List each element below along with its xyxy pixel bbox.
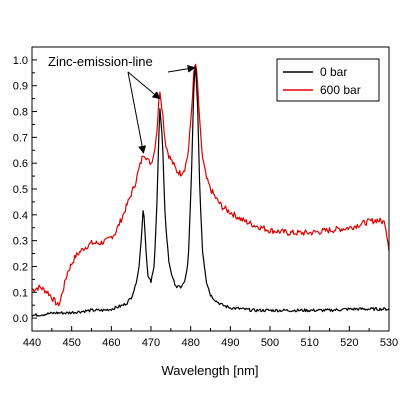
legend-label-0-bar: 0 bar bbox=[320, 65, 347, 79]
x-tick-label: 460 bbox=[102, 337, 120, 349]
y-tick-label: 0.8 bbox=[13, 107, 28, 119]
annotation-label: Zinc-emission-line bbox=[48, 54, 153, 69]
y-tick-label: 0.3 bbox=[13, 236, 28, 248]
y-tick-label: 1.0 bbox=[13, 55, 28, 67]
x-axis-title: Wavelength [nm] bbox=[161, 363, 258, 378]
legend: 0 bar 600 bar bbox=[276, 58, 380, 102]
y-tick-label: 0.9 bbox=[13, 81, 28, 93]
annotation-arrow bbox=[167, 64, 196, 73]
series-layer bbox=[31, 63, 390, 317]
y-tick-label: 0.6 bbox=[13, 158, 28, 170]
x-tick-label: 500 bbox=[261, 337, 279, 349]
legend-box bbox=[276, 58, 380, 102]
annotation-arrow bbox=[127, 71, 161, 100]
annotation-arrow bbox=[127, 71, 147, 154]
series-line-600-bar bbox=[31, 63, 390, 307]
annotation-layer: Zinc-emission-line bbox=[48, 54, 196, 154]
x-tick-label: 490 bbox=[221, 337, 239, 349]
x-tick-label: 480 bbox=[181, 337, 199, 349]
series-line-0-bar bbox=[31, 66, 390, 317]
y-tick-label: 0.5 bbox=[13, 184, 28, 196]
x-tick-label: 520 bbox=[340, 337, 358, 349]
x-tick-label: 470 bbox=[142, 337, 160, 349]
x-tick-label: 450 bbox=[62, 337, 80, 349]
x-tick-label: 510 bbox=[300, 337, 318, 349]
y-tick-label: 0.1 bbox=[13, 287, 28, 299]
y-tick-label: 0.4 bbox=[13, 210, 28, 222]
x-tick-label: 440 bbox=[23, 337, 41, 349]
legend-label-600-bar: 600 bar bbox=[320, 83, 361, 97]
y-tick-label: 0.2 bbox=[13, 261, 28, 273]
y-tick-label: 0.7 bbox=[13, 132, 28, 144]
ticks-layer: 440 450 460 470 480 490 500 510 520 530 0.0 0.1 0.2 0… bbox=[13, 55, 398, 349]
y-tick-label: 0.0 bbox=[13, 313, 28, 325]
x-tick-label: 530 bbox=[380, 337, 398, 349]
